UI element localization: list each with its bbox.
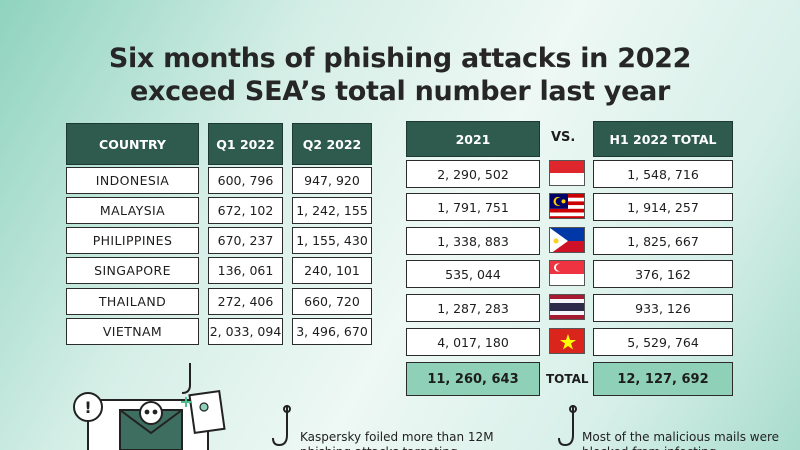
q1-cell: 670, 237: [208, 227, 283, 254]
total-label: TOTAL: [546, 372, 589, 386]
q2-cell: 660, 720: [292, 288, 372, 315]
q2-cell: 240, 101: [292, 257, 372, 284]
value-2021-cell: 1, 287, 283: [406, 294, 540, 322]
value-h1-cell: 376, 162: [593, 260, 733, 288]
country-cell: THAILAND: [66, 288, 199, 315]
hook-icon: [272, 405, 302, 450]
vietnam-flag-icon: [549, 328, 585, 354]
country-cell: PHILIPPINES: [66, 227, 199, 254]
singapore-flag-icon: [549, 260, 585, 286]
caption-left: Kaspersky foiled more than 12M phishing …: [300, 430, 494, 450]
value-h1-cell: 1, 914, 257: [593, 193, 733, 221]
country-cell: SINGAPORE: [66, 257, 199, 284]
title-line-2: exceed SEA’s total number last year: [129, 76, 671, 107]
hook-icon: [558, 405, 588, 450]
q1-cell: 136, 061: [208, 257, 283, 284]
q2-cell: 3, 496, 670: [292, 318, 372, 345]
country-cell: VIETNAM: [66, 318, 199, 345]
value-2021-cell: 535, 044: [406, 260, 540, 288]
value-h1-cell: 933, 126: [593, 294, 733, 322]
header-2021: 2021: [406, 121, 540, 157]
value-h1-cell: 1, 825, 667: [593, 227, 733, 255]
title-line-1: Six months of phishing attacks in 2022: [108, 43, 692, 74]
total-h1-cell: 12, 127, 692: [593, 362, 733, 396]
value-2021-cell: 1, 791, 751: [406, 193, 540, 221]
country-cell: MALAYSIA: [66, 197, 199, 224]
value-2021-cell: 4, 017, 180: [406, 328, 540, 356]
email-illustration: !: [60, 355, 260, 450]
country-cell: INDONESIA: [66, 167, 199, 194]
header-h1-total: H1 2022 TOTAL: [593, 121, 733, 157]
q2-cell: 947, 920: [292, 167, 372, 194]
q2-cell: 1, 242, 155: [292, 197, 372, 224]
caption-right: Most of the malicious mails were blocked…: [582, 430, 780, 450]
q1-cell: 272, 406: [208, 288, 283, 315]
value-2021-cell: 2, 290, 502: [406, 160, 540, 188]
header-q2: Q2 2022: [292, 123, 372, 165]
q1-cell: 2, 033, 094: [208, 318, 283, 345]
svg-text:!: !: [84, 398, 91, 417]
value-h1-cell: 5, 529, 764: [593, 328, 733, 356]
philippines-flag-icon: [549, 227, 585, 253]
q1-cell: 672, 102: [208, 197, 283, 224]
header-q1: Q1 2022: [208, 123, 283, 165]
malaysia-flag-icon: [549, 193, 585, 219]
total-2021-cell: 11, 260, 643: [406, 362, 540, 396]
header-country: COUNTRY: [66, 123, 199, 165]
q1-cell: 600, 796: [208, 167, 283, 194]
vs-label: VS.: [551, 130, 576, 145]
value-h1-cell: 1, 548, 716: [593, 160, 733, 188]
value-2021-cell: 1, 338, 883: [406, 227, 540, 255]
page-title: Six months of phishing attacks in 2022 e…: [0, 42, 800, 108]
q2-cell: 1, 155, 430: [292, 227, 372, 254]
thailand-flag-icon: [549, 294, 585, 320]
indonesia-flag-icon: [549, 160, 585, 186]
